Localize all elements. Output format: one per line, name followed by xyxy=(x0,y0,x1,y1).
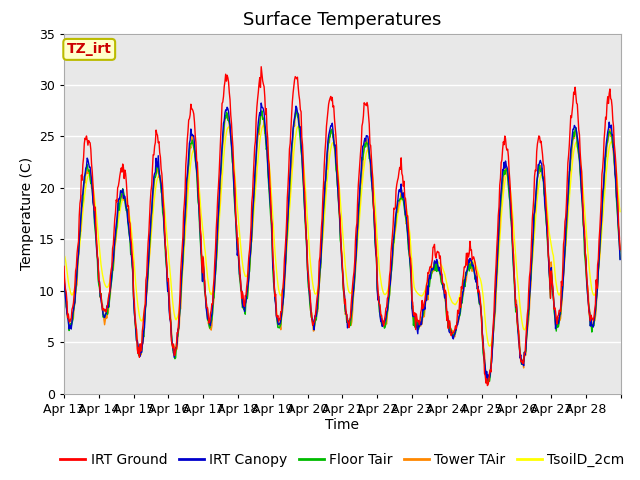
Tower TAir xyxy=(292,108,300,113)
IRT Canopy xyxy=(228,142,236,147)
Legend: IRT Ground, IRT Canopy, Floor Tair, Tower TAir, TsoilD_2cm: IRT Ground, IRT Canopy, Floor Tair, Towe… xyxy=(55,447,630,473)
Tower TAir xyxy=(616,248,624,254)
IRT Canopy xyxy=(60,270,68,276)
Tower TAir xyxy=(276,321,284,326)
IRT Canopy xyxy=(255,114,263,120)
IRT Canopy xyxy=(616,257,624,263)
IRT Ground xyxy=(616,247,624,252)
TsoilD_2cm xyxy=(60,252,68,258)
TsoilD_2cm xyxy=(260,122,268,128)
Tower TAir xyxy=(255,132,263,137)
X-axis label: Time: Time xyxy=(325,419,360,432)
IRT Ground xyxy=(431,252,439,258)
Tower TAir xyxy=(484,380,492,386)
IRT Canopy xyxy=(125,230,133,236)
Line: IRT Canopy: IRT Canopy xyxy=(64,103,620,380)
IRT Ground xyxy=(400,179,408,184)
IRT Canopy xyxy=(400,196,408,202)
IRT Ground xyxy=(125,218,133,224)
TsoilD_2cm xyxy=(228,135,236,141)
TsoilD_2cm xyxy=(400,196,408,202)
Floor Tair xyxy=(125,232,133,238)
IRT Ground xyxy=(277,309,285,314)
Floor Tair xyxy=(616,256,624,262)
Line: IRT Ground: IRT Ground xyxy=(64,67,620,385)
Floor Tair xyxy=(484,379,492,384)
Tower TAir xyxy=(431,264,439,270)
Floor Tair xyxy=(431,268,439,274)
Text: TZ_irt: TZ_irt xyxy=(67,42,111,56)
IRT Canopy xyxy=(277,317,285,323)
Floor Tair xyxy=(60,283,68,288)
Floor Tair xyxy=(292,106,300,112)
Tower TAir xyxy=(60,271,68,276)
TsoilD_2cm xyxy=(125,212,133,217)
IRT Canopy xyxy=(431,259,439,265)
Tower TAir xyxy=(228,139,236,144)
TsoilD_2cm xyxy=(277,293,285,299)
Line: Tower TAir: Tower TAir xyxy=(64,110,620,383)
IRT Ground xyxy=(60,264,68,269)
IRT Ground xyxy=(255,81,263,87)
IRT Ground xyxy=(484,383,492,388)
TsoilD_2cm xyxy=(255,146,263,152)
Floor Tair xyxy=(228,144,236,149)
Line: TsoilD_2cm: TsoilD_2cm xyxy=(64,125,620,346)
IRT Ground xyxy=(228,120,236,126)
TsoilD_2cm xyxy=(431,260,439,265)
Title: Surface Temperatures: Surface Temperatures xyxy=(243,11,442,29)
IRT Canopy xyxy=(484,377,492,383)
IRT Ground xyxy=(257,64,265,70)
Floor Tair xyxy=(255,123,263,129)
TsoilD_2cm xyxy=(616,209,624,215)
Tower TAir xyxy=(400,196,408,202)
Floor Tair xyxy=(276,324,284,329)
TsoilD_2cm xyxy=(486,343,493,349)
IRT Canopy xyxy=(257,100,265,106)
Floor Tair xyxy=(400,204,408,209)
Tower TAir xyxy=(125,230,133,236)
Line: Floor Tair: Floor Tair xyxy=(64,109,620,382)
Y-axis label: Temperature (C): Temperature (C) xyxy=(20,157,33,270)
